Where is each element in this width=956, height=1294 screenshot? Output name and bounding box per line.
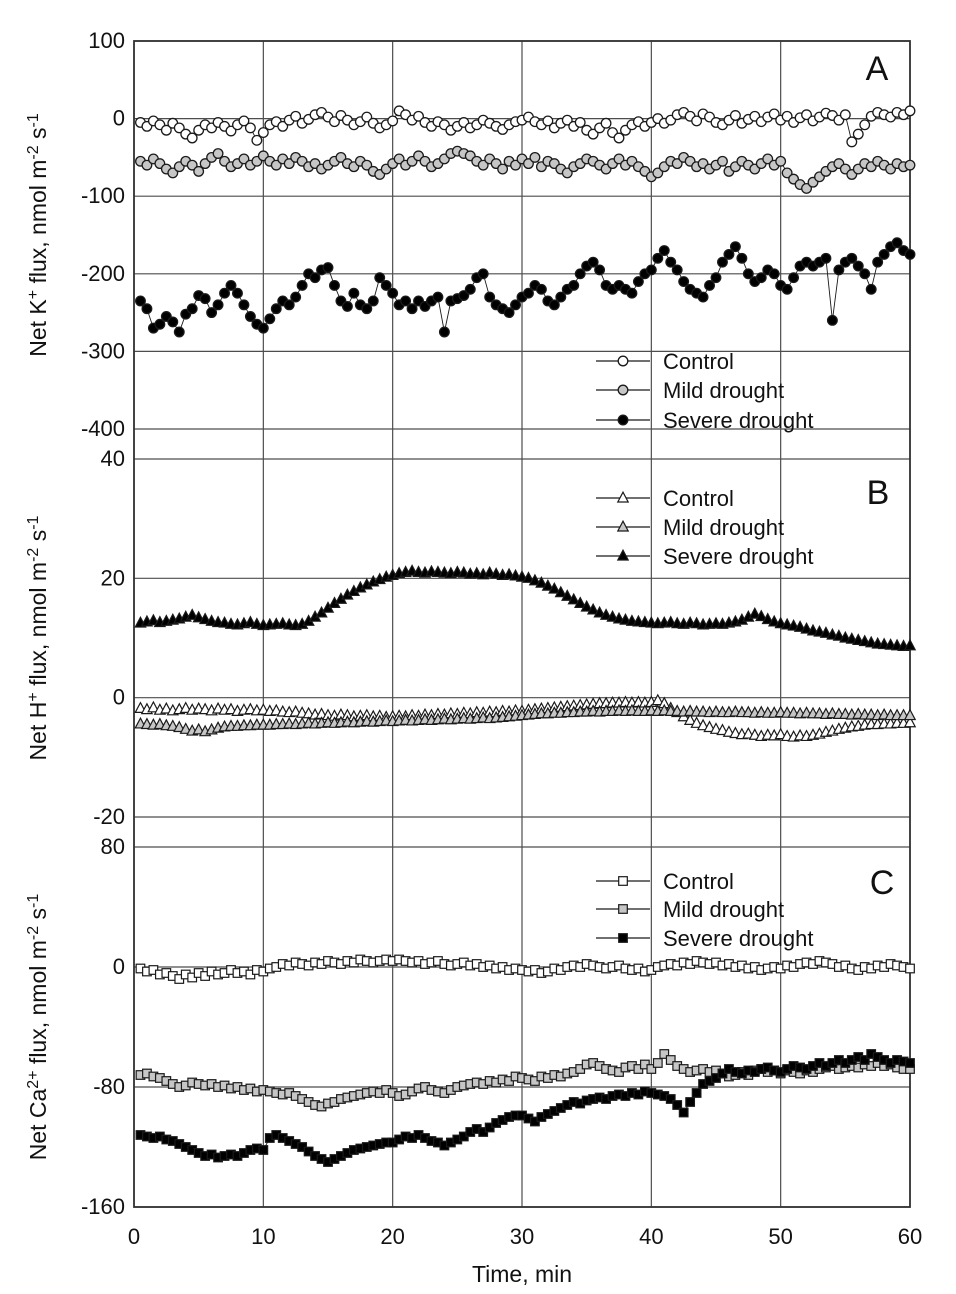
panel-letter-c: C — [870, 864, 895, 902]
legend-label: Severe drought — [663, 544, 813, 569]
legend-label: Mild drought — [663, 515, 784, 540]
x-tick-label: 50 — [768, 1224, 792, 1249]
legend-label: Control — [663, 349, 734, 374]
y-tick-label: -160 — [81, 1194, 125, 1219]
series-c-severe-drought — [135, 1049, 915, 1167]
y-tick-label: 20 — [101, 565, 125, 590]
x-axis-ticks: 0 10 20 30 40 50 60 — [128, 1224, 922, 1249]
x-tick-label: 20 — [380, 1224, 404, 1249]
legend-b: Control Mild drought Severe drought — [596, 486, 813, 569]
legend-label: Control — [663, 869, 734, 894]
y-tick-label: 0 — [113, 954, 125, 979]
x-tick-label: 30 — [510, 1224, 534, 1249]
legend-a: Control Mild drought Severe drought — [596, 349, 813, 433]
x-tick-label: 0 — [128, 1224, 140, 1249]
x-tick-label: 60 — [898, 1224, 922, 1249]
y-axis-ticks-a: 100 0 -100 -200 -300 -400 — [81, 28, 125, 441]
panel-letter-a: A — [866, 50, 889, 88]
series-a-severe-drought — [135, 237, 916, 338]
y-tick-label: -200 — [81, 261, 125, 286]
y-tick-label: -300 — [81, 338, 125, 363]
legend-label: Mild drought — [663, 378, 784, 403]
series-b-mild-drought — [134, 703, 917, 737]
y-tick-label: 0 — [113, 106, 125, 131]
series-a-mild-drought — [135, 145, 916, 194]
y-axis-ticks-b: 40 20 0 -20 — [93, 446, 125, 829]
y-axis-label-b: Net H+ flux, nmol m-2 s-1 — [25, 515, 51, 760]
legend-entry-mild-drought: Mild drought — [596, 515, 784, 540]
series-a-control — [135, 105, 916, 148]
panel-letter-b: B — [867, 474, 890, 512]
y-tick-label: -20 — [93, 804, 125, 829]
legend-entry-control: Control — [596, 349, 734, 374]
legend-entry-control: Control — [596, 486, 734, 511]
legend-entry-severe-drought: Severe drought — [596, 544, 813, 569]
series-c-control — [135, 954, 915, 984]
y-axis-ticks-c: 80 0 -80 -160 — [81, 834, 125, 1219]
plot-frame — [133, 40, 911, 1208]
x-tick-label: 40 — [639, 1224, 663, 1249]
y-tick-label: -100 — [81, 183, 125, 208]
series-c-mild-drought — [135, 1049, 915, 1112]
y-tick-label: 40 — [101, 446, 125, 471]
x-axis-label: Time, min — [472, 1261, 572, 1287]
legend-label: Severe drought — [663, 926, 813, 951]
legend-entry-mild-drought: Mild drought — [596, 378, 784, 403]
legend-entry-control: Control — [596, 869, 734, 894]
y-tick-label: -80 — [93, 1074, 125, 1099]
y-tick-label: 100 — [88, 28, 125, 53]
y-tick-label: -400 — [81, 416, 125, 441]
x-tick-label: 10 — [251, 1224, 275, 1249]
series-b-severe-drought — [134, 564, 917, 651]
legend-entry-severe-drought: Severe drought — [596, 408, 813, 433]
legend-entry-severe-drought: Severe drought — [596, 926, 813, 951]
y-axis-label-a: Net K+ flux, nmol m-2 s-1 — [25, 113, 51, 357]
y-tick-label: 0 — [113, 685, 125, 710]
legend-label: Control — [663, 486, 734, 511]
legend-label: Severe drought — [663, 408, 813, 433]
legend-entry-mild-drought: Mild drought — [596, 897, 784, 922]
legend-c: Control Mild drought Severe drought — [596, 869, 813, 951]
y-axis-label-c: Net Ca2+ flux, nmol m-2 s-1 — [25, 894, 51, 1161]
y-tick-label: 80 — [101, 834, 125, 859]
legend-label: Mild drought — [663, 897, 784, 922]
